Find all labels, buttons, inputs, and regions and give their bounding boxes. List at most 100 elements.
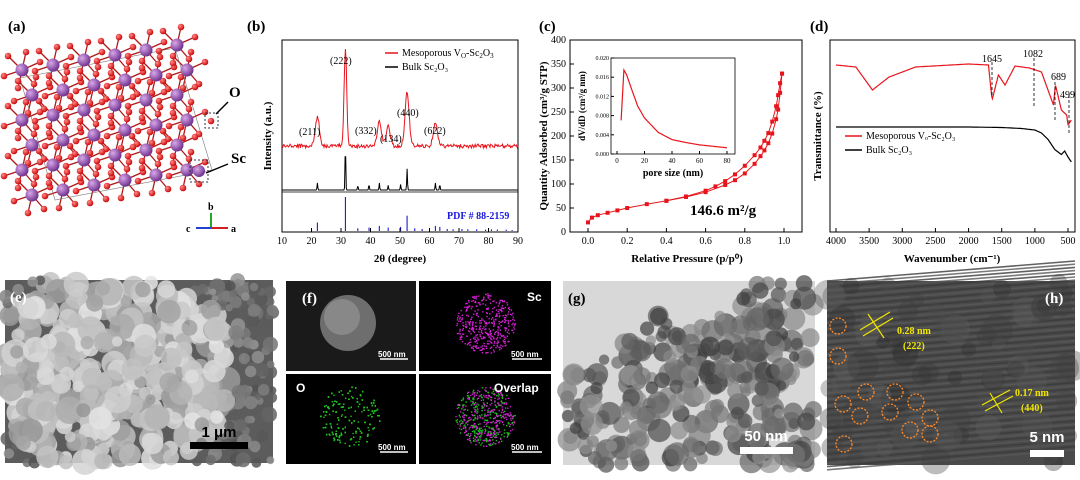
o-atom (128, 132, 136, 140)
o-atom (92, 170, 100, 178)
o-atom (94, 163, 102, 171)
pore-size-curve (620, 67, 728, 149)
o-atom (93, 57, 101, 65)
o-atom (102, 195, 110, 203)
o-atom (123, 165, 131, 173)
adsorption-point (758, 154, 763, 159)
o-atom (36, 108, 44, 116)
xrd-x-axis-label: 2θ (degree) (374, 253, 427, 265)
sc-atom (139, 93, 153, 107)
sc-atom (77, 103, 91, 117)
bet-plot (586, 71, 785, 225)
sc-atom (56, 133, 70, 147)
panel-e-label: (e) (10, 290, 27, 306)
o-atom (165, 172, 173, 180)
o-atom (14, 77, 22, 85)
o-atom (187, 148, 195, 156)
o-atom (41, 192, 49, 200)
o-atom (164, 185, 172, 193)
inset-xtick-label: 40 (669, 157, 677, 165)
xrd-tick-label: 70 (454, 236, 464, 247)
adsorption-point (625, 206, 630, 210)
o-atom (107, 119, 115, 127)
sc-atom-highlighted (193, 165, 205, 177)
pore-size-inset (620, 67, 728, 149)
o-atom (129, 93, 137, 101)
o-atom (185, 155, 193, 163)
desorption-point (684, 194, 688, 199)
o-atom (66, 142, 74, 150)
o-atom (117, 94, 125, 102)
surface-area-label: 146.6 m²/g (690, 203, 757, 219)
adsorption-point (615, 208, 620, 213)
pdf-card-label: PDF # 88-2159 (447, 211, 509, 222)
axis-c-label: c (186, 224, 191, 235)
adsorption-point (733, 178, 737, 183)
ftir-plot (835, 63, 1072, 163)
o-atom (40, 205, 48, 213)
adsorption-point (589, 215, 594, 220)
d-plane-2: (440) (1021, 403, 1043, 414)
o-atom (154, 160, 162, 168)
axis-triad: b a c (186, 202, 236, 235)
o-atom (86, 99, 94, 107)
ftir-tick-label: 4000 (826, 236, 846, 247)
bet-y-axis-label: Quantity Adsorbed (cm³/g STP) (538, 61, 550, 210)
adsorption-line (587, 73, 783, 223)
o-atom (169, 52, 177, 60)
vacancy-circle (835, 435, 853, 453)
sc-atom (56, 83, 70, 97)
peak-211: (211) (299, 127, 320, 138)
inset-ytick-label: 0.020 (596, 56, 610, 62)
ftir-legend-bulk: Bulk Sc₂O₃ (866, 145, 912, 156)
ftir-frame (829, 39, 1076, 233)
hrtem-scale-bar (1030, 450, 1064, 457)
o-atom (45, 179, 53, 187)
desorption-point (733, 172, 737, 177)
adsorption-point (766, 141, 771, 146)
inset-xtick-label: 20 (641, 157, 649, 165)
o-atom (22, 148, 30, 156)
desorption-point (703, 188, 708, 193)
sc-atom (170, 38, 184, 52)
axis-b-label: b (208, 202, 214, 213)
axis-a-label: a (231, 224, 236, 235)
vacancy-circle (921, 425, 939, 443)
sc-atom-highlight (189, 159, 209, 183)
desorption-point (713, 184, 718, 189)
o-atom (22, 98, 30, 106)
sc-atom (46, 108, 60, 122)
bet-ytick-label: 200 (551, 131, 566, 142)
o-atom (155, 97, 163, 105)
inset-ytick-label: 0.004 (596, 133, 610, 139)
o-atom (24, 159, 32, 167)
o-atom (155, 147, 163, 155)
o-arrow (215, 101, 229, 115)
o-atom (10, 97, 18, 105)
ftir-tick-label: 3000 (892, 236, 912, 247)
d-spacing-2: 0.17 nm (1015, 388, 1050, 399)
band-689: 689 (1051, 72, 1066, 83)
bet-ytick-label: 400 (551, 35, 566, 46)
o-atom (160, 38, 168, 46)
o-atom (134, 127, 142, 135)
o-atom (45, 79, 53, 87)
sc-atom (46, 58, 60, 72)
o-atom (107, 162, 115, 170)
sc-atom (139, 143, 153, 157)
eds-scale-4: 500 nm (511, 443, 539, 452)
panel-g-label: (g) (568, 291, 586, 307)
o-atom (134, 177, 142, 185)
o-atom (159, 27, 167, 35)
o-atom (62, 62, 70, 70)
eds-sc-label: Sc (527, 290, 542, 304)
o-atom (165, 72, 173, 80)
xrd-tick-label: 80 (484, 236, 494, 247)
sc-atom (149, 118, 163, 132)
o-atom (125, 58, 133, 66)
ftir-tick-label: 2000 (959, 236, 979, 247)
o-atom (156, 103, 164, 111)
sc-atom (149, 68, 163, 82)
o-atom (138, 157, 146, 165)
